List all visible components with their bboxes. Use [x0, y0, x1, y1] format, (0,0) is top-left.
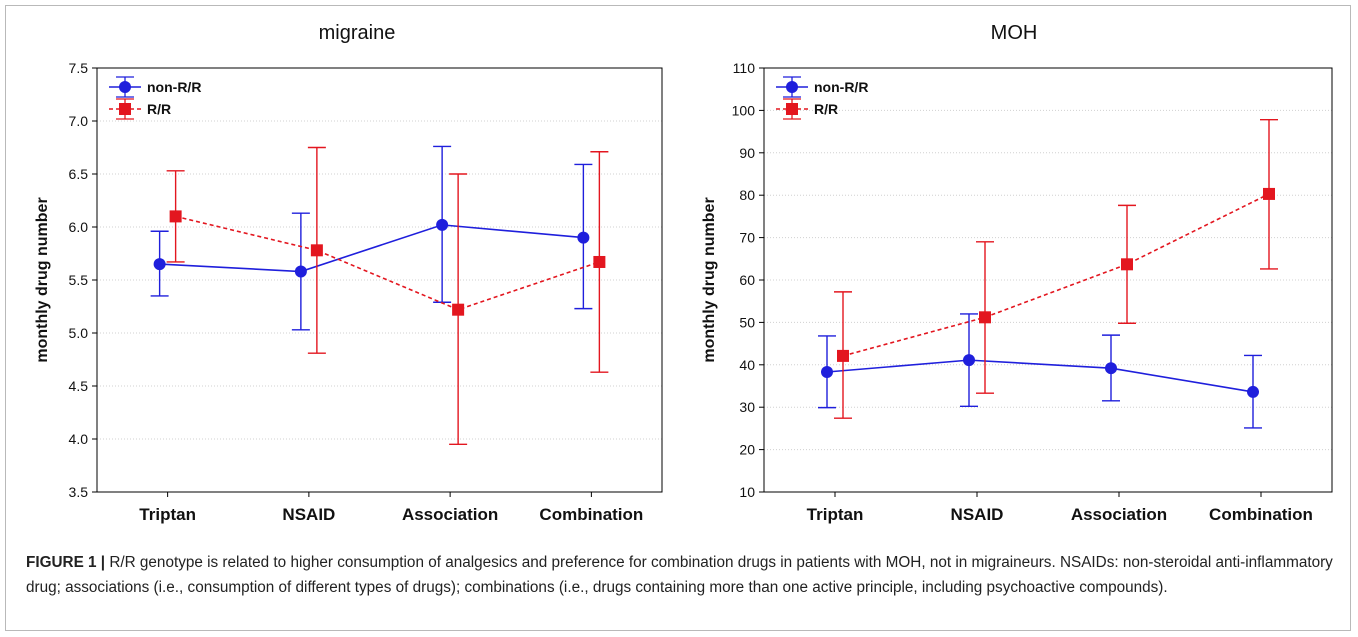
legend-label: R/R [147, 101, 171, 117]
caption-label: FIGURE 1 | [26, 554, 106, 571]
x-tick-label: Triptan [807, 505, 864, 524]
figure-container: migraine 3.5 4.0 4.5 5.0 5.5 6.0 6.5 7.0 7.5 Tript… [5, 5, 1351, 631]
series-line [159, 224, 584, 273]
y-tick-label: 90 [739, 145, 755, 161]
data-point [963, 354, 975, 367]
legend-label: R/R [814, 101, 838, 117]
legend-marker [786, 103, 798, 115]
x-tick-label: Triptan [139, 505, 196, 524]
caption-text: R/R genotype is related to higher consum… [26, 554, 1333, 596]
series-non-R/R [818, 313, 1262, 429]
legend-marker [119, 103, 131, 115]
y-tick-label: 4.0 [69, 431, 89, 447]
series-line [842, 193, 1270, 357]
data-point [452, 303, 465, 316]
x-tick-label: NSAID [282, 505, 335, 524]
x-tick-label: NSAID [951, 505, 1004, 524]
series-line [175, 215, 600, 311]
y-tick-label: 7.5 [69, 60, 89, 76]
data-point [837, 349, 849, 362]
data-point [1247, 385, 1259, 398]
y-tick-label: 4.5 [69, 378, 89, 394]
data-point [294, 265, 307, 278]
legend-marker [786, 81, 798, 93]
chart-panel-2: MOH 10 20 30 40 50 60 70 80 90 100 110 Triptan NSAID A… [701, 22, 1333, 524]
plot-frame [96, 67, 663, 493]
data-point [169, 210, 182, 223]
y-tick-label: 50 [739, 314, 755, 330]
y-tick-label: 20 [739, 442, 755, 458]
y-tick-label: 5.5 [69, 272, 89, 288]
x-tick-label: Combination [539, 505, 643, 524]
y-axis-label: monthly drug number [34, 197, 51, 362]
y-tick-label: 6.5 [69, 166, 89, 182]
legend-label: non-R/R [147, 79, 201, 95]
y-tick-label: 3.5 [69, 484, 89, 500]
y-tick-label: 6.0 [69, 219, 89, 235]
data-point [153, 258, 166, 271]
figure-caption: FIGURE 1 | R/R genotype is related to hi… [26, 550, 1346, 600]
data-point [436, 218, 449, 231]
x-tick-label: Combination [1209, 505, 1313, 524]
data-point [1263, 187, 1275, 200]
y-tick-label: 10 [739, 484, 755, 500]
y-tick-label: 40 [739, 357, 755, 373]
x-tick-label: Association [1071, 505, 1167, 524]
charts-svg: migraine 3.5 4.0 4.5 5.0 5.5 6.0 6.5 7.0 7.5 Tript… [34, 22, 1333, 524]
y-tick-label: 5.0 [69, 325, 89, 341]
y-tick-label: 30 [739, 399, 755, 415]
chart-title: migraine [319, 22, 396, 44]
legend: non-R/R R/R [776, 76, 868, 120]
x-tick-label: Association [402, 505, 498, 524]
data-point [310, 244, 323, 257]
legend-label: non-R/R [814, 79, 868, 95]
series-R/R [834, 119, 1278, 419]
y-tick-label: 70 [739, 230, 755, 246]
data-point [593, 255, 606, 268]
y-axis-label: monthly drug number [701, 197, 718, 362]
data-point [821, 366, 833, 379]
legend-marker [119, 81, 131, 93]
series-non-R/R [150, 145, 593, 331]
y-tick-label: 7.0 [69, 113, 89, 129]
y-tick-label: 80 [739, 187, 755, 203]
chart-panel-1: migraine 3.5 4.0 4.5 5.0 5.5 6.0 6.5 7.0 7.5 Tript… [34, 22, 663, 524]
y-tick-label: 110 [733, 60, 756, 76]
series-line [826, 359, 1254, 393]
plot-frame [763, 67, 1333, 493]
chart-title: MOH [991, 22, 1038, 44]
data-point [1121, 258, 1133, 271]
data-point [979, 311, 991, 324]
legend: non-R/R R/R [109, 76, 201, 120]
data-point [1105, 362, 1117, 375]
y-tick-label: 100 [732, 102, 756, 118]
data-point [577, 231, 590, 244]
series-R/R [166, 146, 609, 445]
y-tick-label: 60 [739, 272, 755, 288]
